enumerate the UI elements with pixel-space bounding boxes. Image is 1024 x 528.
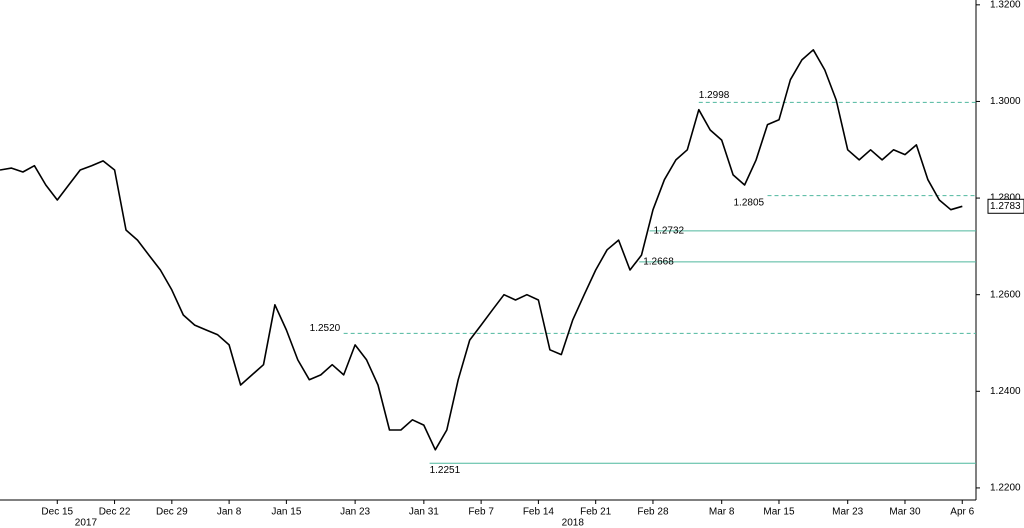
price-line: [0, 48, 963, 451]
x-tick-label: Apr 6: [950, 507, 974, 518]
y-tick-label: 1.2200: [990, 483, 1021, 494]
x-tick-label: Dec 15: [41, 507, 73, 518]
x-tick-label: Dec 22: [99, 507, 131, 518]
x-tick-label: Mar 23: [832, 507, 864, 518]
level-label: 1.2998: [699, 90, 730, 101]
y-tick-label: 1.2800: [990, 193, 1021, 204]
x-tick-label: Jan 23: [340, 507, 370, 518]
level-label: 1.2520: [310, 323, 341, 334]
x-tick-label: Jan 31: [409, 507, 439, 518]
y-tick-label: 1.3200: [990, 0, 1021, 10]
level-label: 1.2805: [734, 197, 765, 208]
y-tick-label: 1.2600: [990, 289, 1021, 300]
y-tick-label: 1.2400: [990, 386, 1021, 397]
year-label: 2017: [75, 518, 98, 528]
x-tick-label: Mar 8: [709, 507, 735, 518]
level-label: 1.2668: [643, 256, 674, 267]
x-tick-label: Feb 7: [468, 507, 494, 518]
x-tick-label: Feb 28: [637, 507, 669, 518]
x-tick-label: Jan 8: [217, 507, 242, 518]
x-tick-label: Jan 15: [271, 507, 301, 518]
x-tick-label: Mar 15: [763, 507, 795, 518]
level-label: 1.2251: [430, 465, 461, 476]
x-tick-label: Feb 14: [523, 507, 555, 518]
y-tick-label: 1.3000: [990, 96, 1021, 107]
x-tick-label: Feb 21: [580, 507, 612, 518]
x-tick-label: Mar 30: [889, 507, 921, 518]
last-price-box: [987, 198, 1024, 214]
year-label: 2018: [562, 518, 585, 528]
last-price-label: 1.2783: [990, 201, 1021, 212]
level-label: 1.2732: [654, 226, 685, 237]
x-tick-label: Dec 29: [156, 507, 188, 518]
